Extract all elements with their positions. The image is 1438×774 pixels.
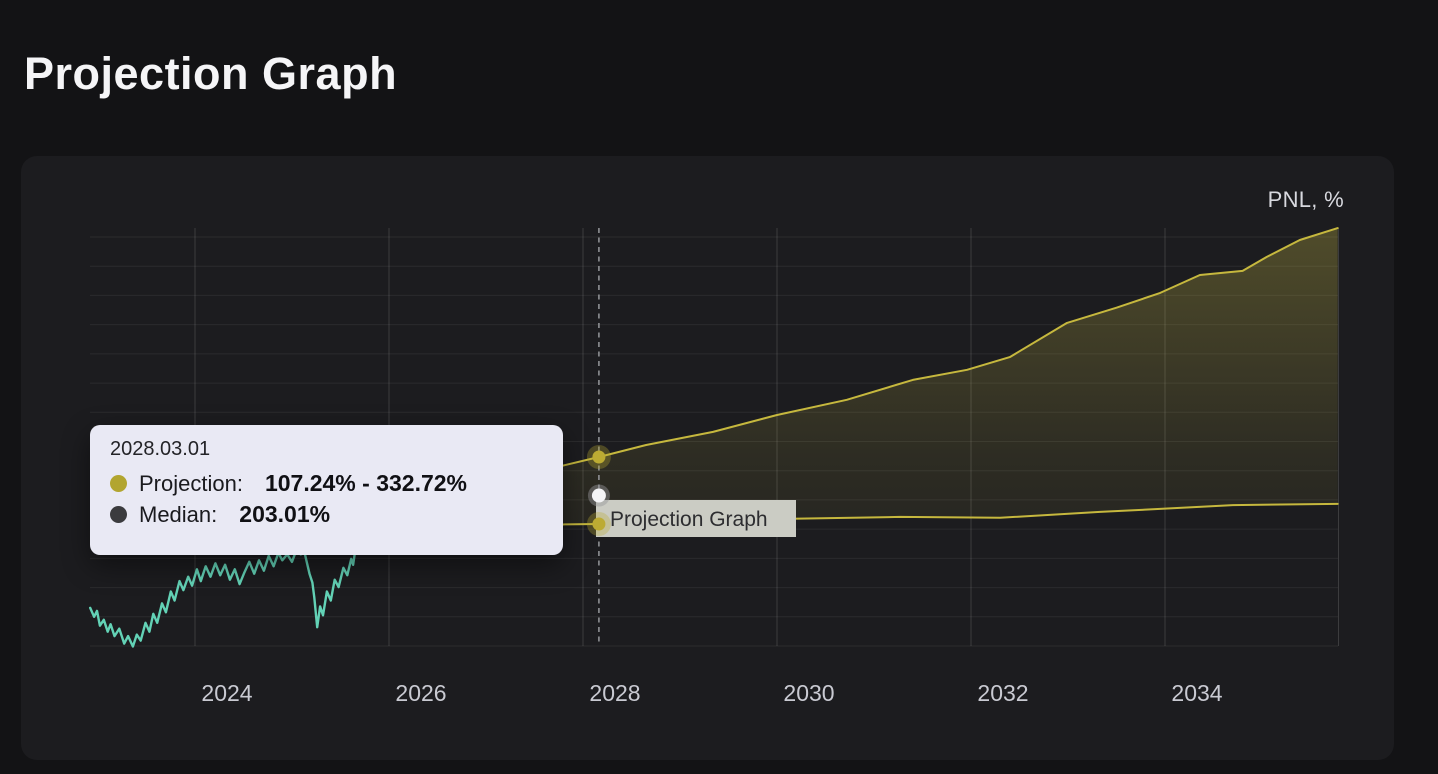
svg-text:2024: 2024 <box>201 680 252 706</box>
hover-tooltip: 2028.03.01 Projection: 107.24% - 332.72%… <box>90 425 563 555</box>
svg-text:2034: 2034 <box>1171 680 1222 706</box>
svg-text:2028: 2028 <box>589 680 640 706</box>
hover-markers <box>586 444 611 537</box>
svg-text:2026: 2026 <box>395 680 446 706</box>
projection-swatch-icon <box>110 475 127 492</box>
series-line-history <box>89 550 357 648</box>
page-title: Projection Graph <box>24 48 398 99</box>
svg-text:2030: 2030 <box>783 680 834 706</box>
tooltip-date: 2028.03.01 <box>110 438 211 460</box>
projection-range-value: 107.24% - 332.72% <box>264 470 467 496</box>
projection-band <box>355 228 1338 552</box>
projection-label: Projection: <box>139 470 243 496</box>
median-value: 203.01% <box>239 501 331 527</box>
tooltip-median-row: Median: 203.01% <box>110 499 543 530</box>
tooltip-projection-row: Projection: 107.24% - 332.72% <box>110 468 543 499</box>
svg-text:Projection Graph: Projection Graph <box>610 508 768 531</box>
median-label: Median: <box>139 501 218 527</box>
x-axis-tick-labels: 2024 2026 2028 2030 2032 2034 <box>201 680 1222 706</box>
chart-card: PNL, % Projection Graph 2024 2026 2028 2030 2… <box>21 156 1394 760</box>
pnl-axis-label: PNL, % <box>1267 187 1344 212</box>
series-label-flag: Projection Graph <box>596 500 796 537</box>
median-swatch-icon <box>110 506 127 523</box>
svg-text:2032: 2032 <box>977 680 1028 706</box>
